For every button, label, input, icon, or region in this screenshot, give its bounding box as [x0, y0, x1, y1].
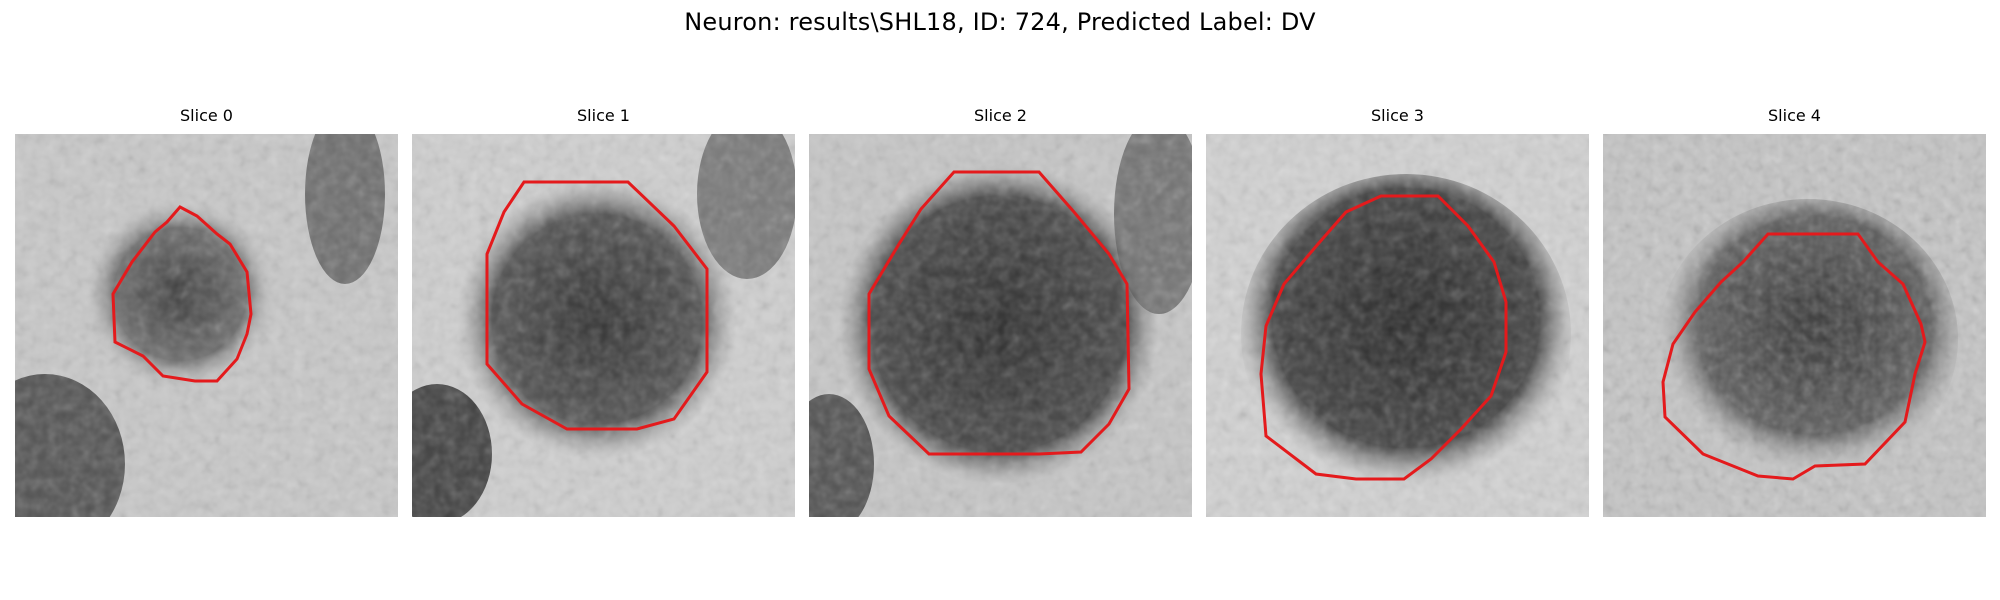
cell-contour-4 — [1661, 232, 1927, 481]
slice-title-3: Slice 3 — [1371, 106, 1424, 125]
slice-title-1: Slice 1 — [577, 106, 630, 125]
slice-title-2: Slice 2 — [974, 106, 1027, 125]
slice-image-0 — [15, 134, 398, 517]
slice-title-0: Slice 0 — [180, 106, 233, 125]
cell-contour-3 — [1259, 194, 1508, 481]
cell-contour-0 — [111, 205, 253, 383]
slice-panel-2: Slice 2 — [809, 106, 1192, 517]
slice-image-1 — [412, 134, 795, 517]
slice-image-2 — [809, 134, 1192, 517]
cell-contour-1 — [485, 180, 709, 431]
cell-contour-2 — [867, 170, 1131, 456]
figure-title: Neuron: results\SHL18, ID: 724, Predicte… — [684, 8, 1316, 36]
slice-panel-3: Slice 3 — [1206, 106, 1589, 517]
slice-image-3 — [1206, 134, 1589, 517]
slice-panel-1: Slice 1 — [412, 106, 795, 517]
slice-panel-4: Slice 4 — [1603, 106, 1986, 517]
slice-panel-0: Slice 0 — [15, 106, 398, 517]
slice-title-4: Slice 4 — [1768, 106, 1821, 125]
slice-image-4 — [1603, 134, 1986, 517]
